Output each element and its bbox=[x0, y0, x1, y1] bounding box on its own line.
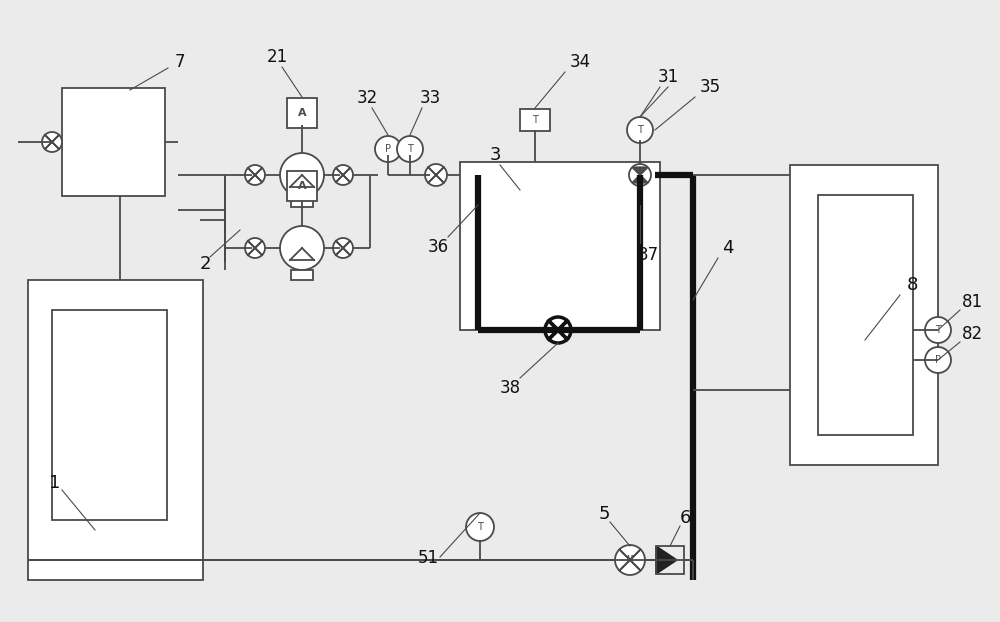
Text: T: T bbox=[532, 115, 538, 125]
Text: 81: 81 bbox=[961, 293, 983, 311]
Bar bbox=[287, 171, 317, 201]
Text: 31: 31 bbox=[657, 68, 679, 86]
Text: 34: 34 bbox=[569, 53, 591, 71]
Circle shape bbox=[375, 136, 401, 162]
Bar bbox=[287, 98, 317, 128]
Circle shape bbox=[925, 317, 951, 343]
Text: 82: 82 bbox=[961, 325, 983, 343]
Text: 33: 33 bbox=[419, 89, 441, 107]
Circle shape bbox=[333, 238, 353, 258]
Circle shape bbox=[245, 238, 265, 258]
Circle shape bbox=[333, 165, 353, 185]
Text: 3: 3 bbox=[489, 146, 501, 164]
Text: 36: 36 bbox=[427, 238, 449, 256]
Bar bbox=[818, 195, 913, 435]
Polygon shape bbox=[632, 175, 648, 183]
Text: 38: 38 bbox=[499, 379, 521, 397]
Bar bbox=[28, 280, 203, 580]
Circle shape bbox=[280, 226, 324, 270]
Bar bbox=[656, 546, 684, 574]
Bar bbox=[52, 310, 167, 520]
Text: T: T bbox=[935, 325, 941, 335]
Text: 21: 21 bbox=[266, 48, 288, 66]
Text: T: T bbox=[637, 125, 643, 135]
Circle shape bbox=[42, 132, 62, 152]
Bar bbox=[520, 109, 550, 131]
Text: 32: 32 bbox=[356, 89, 378, 107]
Bar bbox=[62, 88, 165, 196]
Bar bbox=[790, 165, 938, 465]
Circle shape bbox=[925, 347, 951, 373]
Text: 2: 2 bbox=[199, 255, 211, 273]
Circle shape bbox=[397, 136, 423, 162]
Text: 51: 51 bbox=[417, 549, 439, 567]
Text: A: A bbox=[298, 108, 306, 118]
Text: 8: 8 bbox=[906, 276, 918, 294]
Bar bbox=[291, 270, 313, 280]
Text: 4: 4 bbox=[722, 239, 734, 257]
Circle shape bbox=[280, 153, 324, 197]
Text: T: T bbox=[477, 522, 483, 532]
Circle shape bbox=[627, 117, 653, 143]
Text: 7: 7 bbox=[175, 53, 185, 71]
Bar bbox=[291, 197, 313, 207]
Bar bbox=[460, 162, 660, 330]
Circle shape bbox=[615, 545, 645, 575]
Text: 37: 37 bbox=[637, 246, 659, 264]
Circle shape bbox=[245, 165, 265, 185]
Text: 35: 35 bbox=[699, 78, 721, 96]
Text: 6: 6 bbox=[679, 509, 691, 527]
Polygon shape bbox=[656, 546, 677, 574]
Circle shape bbox=[545, 317, 571, 343]
Text: P: P bbox=[385, 144, 391, 154]
Text: P: P bbox=[935, 355, 941, 365]
Text: 1: 1 bbox=[49, 474, 61, 492]
Text: M: M bbox=[627, 555, 633, 565]
Text: 5: 5 bbox=[598, 505, 610, 523]
Polygon shape bbox=[632, 167, 648, 175]
Circle shape bbox=[466, 513, 494, 541]
Circle shape bbox=[425, 164, 447, 186]
Text: T: T bbox=[407, 144, 413, 154]
Text: A: A bbox=[298, 181, 306, 191]
